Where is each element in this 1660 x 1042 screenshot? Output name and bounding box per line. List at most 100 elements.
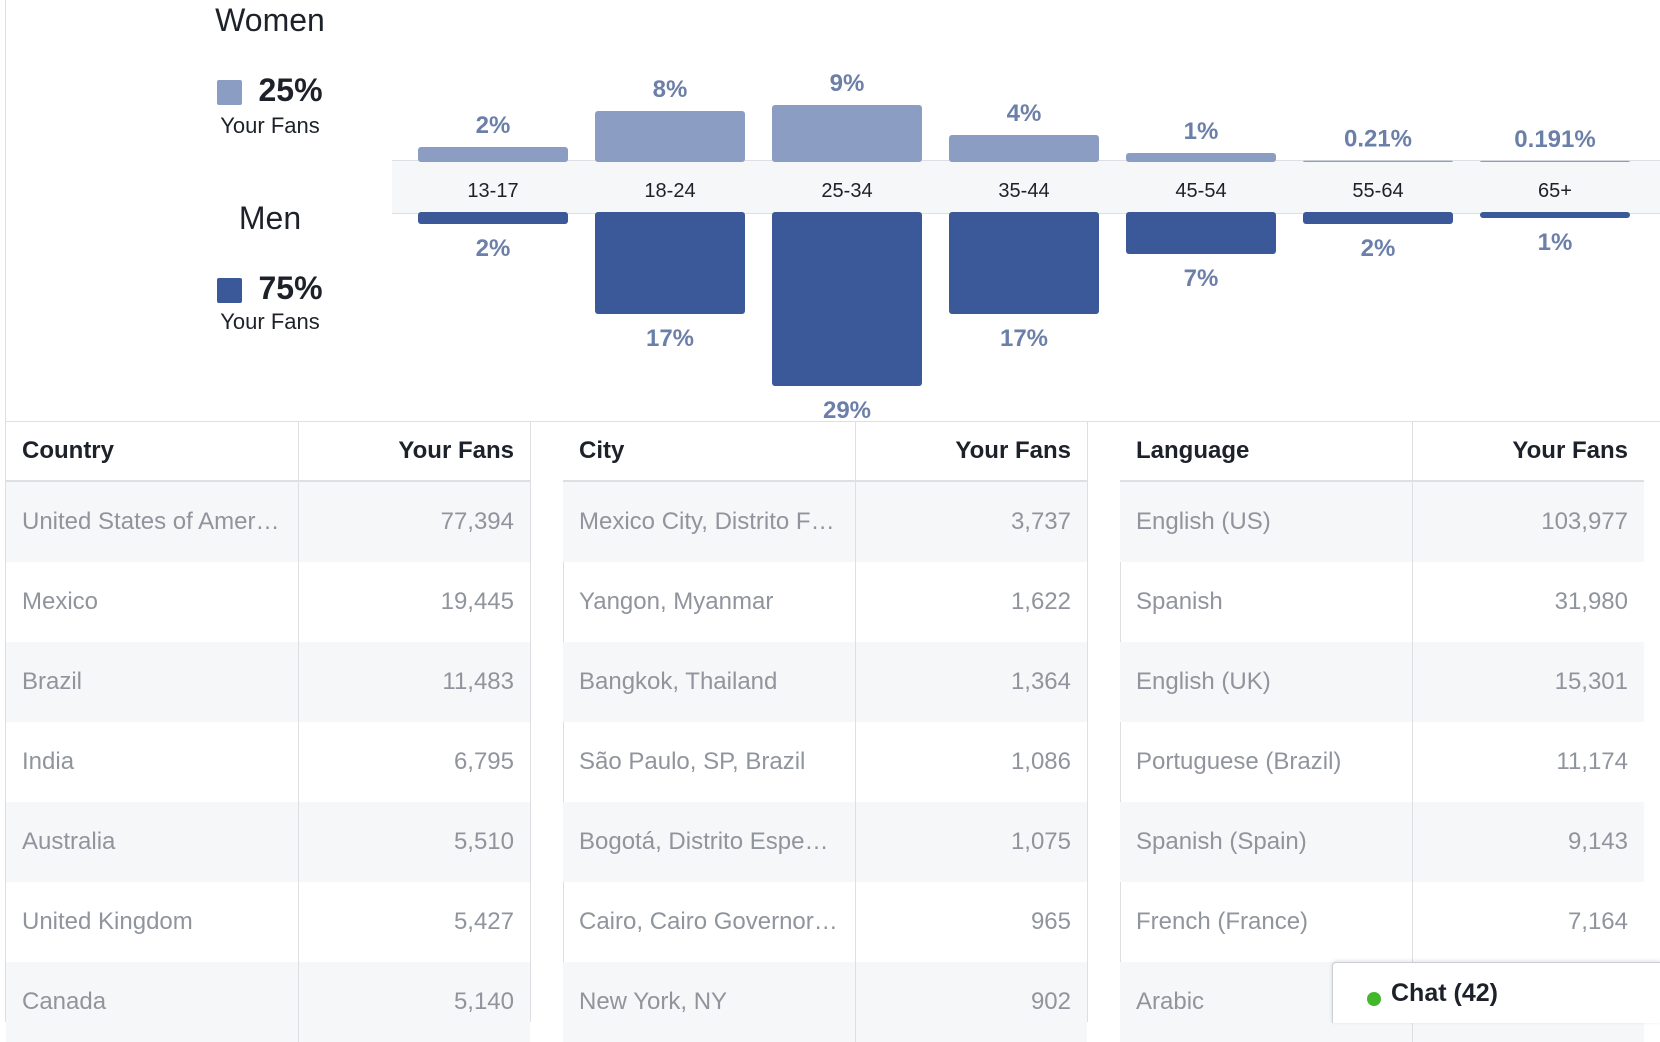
language-fans: 7,164	[1567, 908, 1628, 935]
language-name: English (US)	[1120, 481, 1414, 562]
men-bar-35-44[interactable]	[949, 212, 1099, 314]
legend-men-percent: 75%	[258, 270, 323, 306]
legend-men-title: Men	[238, 200, 302, 236]
men-value-label: 1%	[1538, 229, 1573, 256]
language-table: Language Your Fans English (US) 103,977 S…	[1120, 422, 1644, 1042]
age-range-label: 18-24	[644, 180, 695, 202]
table-gap	[1087, 422, 1121, 1022]
table-row: Spanish 31,980	[1120, 562, 1644, 642]
language-column-header[interactable]: Language	[1120, 422, 1414, 482]
language-name: French (France)	[1120, 882, 1414, 962]
table-row: São Paulo, SP, Brazil 1,086	[563, 722, 1087, 802]
language-name: Portuguese (Brazil)	[1120, 722, 1414, 802]
city-table: City Your Fans Mexico City, Distrito Fe……	[563, 422, 1087, 1042]
men-bar-18-24[interactable]	[595, 212, 745, 314]
women-value-label: 9%	[830, 70, 865, 97]
table-row: Yangon, Myanmar 1,622	[563, 562, 1087, 642]
women-bar-18-24[interactable]	[595, 111, 745, 162]
country-column-header[interactable]: Country	[6, 422, 300, 482]
legend-women-row: 25%	[140, 72, 400, 109]
language-fans: 15,301	[1412, 642, 1644, 722]
men-bar-13-17[interactable]	[418, 212, 568, 224]
women-bar-65+[interactable]	[1480, 160, 1630, 162]
women-bar-55-64[interactable]	[1303, 160, 1453, 162]
women-value-label: 4%	[1007, 100, 1042, 127]
table-row: Mexico City, Distrito Fe… 3,737	[563, 481, 1087, 562]
men-bar-25-34[interactable]	[772, 212, 922, 386]
language-fans-column-header[interactable]: Your Fans	[1412, 422, 1644, 482]
legend-women-subtitle: Your Fans	[220, 113, 320, 138]
city-column-header[interactable]: City	[563, 422, 857, 482]
country-fans-column-header[interactable]: Your Fans	[298, 422, 530, 482]
women-value-label: 8%	[653, 76, 688, 103]
city-name: New York, NY	[563, 962, 857, 1042]
age-range-label: 35-44	[998, 180, 1049, 202]
city-fans: 1,075	[855, 802, 1087, 882]
legend-women-title: Women	[215, 2, 325, 38]
language-fans: 103,977	[1412, 481, 1644, 562]
city-name: Cairo, Cairo Governora…	[563, 882, 857, 962]
table-row: Bogotá, Distrito Especi… 1,075	[563, 802, 1087, 882]
country-table: Country Your Fans United States of Ameri…	[6, 422, 530, 1042]
language-fans: 9,143	[1412, 802, 1644, 882]
country-name: Mexico	[6, 562, 300, 642]
men-bar-55-64[interactable]	[1303, 212, 1453, 224]
table-header-row: Language Your Fans	[1120, 422, 1644, 482]
table-row: India 6,795	[6, 722, 530, 802]
table-row: Australia 5,510	[6, 802, 530, 882]
table-row: Spanish (Spain) 9,143	[1120, 802, 1644, 882]
city-fans: 965	[1030, 908, 1071, 935]
men-bar-45-54[interactable]	[1126, 212, 1276, 254]
table-row: Brazil 11,483	[6, 642, 530, 722]
legend-women-percent: 25%	[258, 72, 323, 108]
women-bar-45-54[interactable]	[1126, 153, 1276, 162]
men-value-label: 17%	[646, 325, 694, 352]
country-name: United States of America	[6, 481, 300, 562]
country-name: Brazil	[6, 642, 300, 722]
legend-men-subtitle: Your Fans	[220, 309, 320, 334]
men-bar-65+[interactable]	[1480, 212, 1630, 218]
men-value-label: 17%	[1000, 325, 1048, 352]
chat-tab[interactable]: Chat (42)	[1332, 962, 1660, 1023]
city-name: Mexico City, Distrito Fe…	[563, 481, 857, 562]
women-bar-13-17[interactable]	[418, 147, 568, 162]
men-value-label: 29%	[823, 397, 871, 422]
city-name: Bogotá, Distrito Especi…	[563, 802, 857, 882]
country-fans: 19,445	[440, 588, 514, 615]
online-status-icon	[1367, 992, 1381, 1006]
city-name: São Paulo, SP, Brazil	[563, 722, 857, 802]
legend-men-swatch	[217, 278, 243, 303]
age-range-label: 45-54	[1175, 180, 1226, 202]
age-axis-band	[392, 160, 1660, 214]
table-row: Cairo, Cairo Governora… 965	[563, 882, 1087, 962]
country-fans: 11,483	[298, 642, 530, 722]
city-name: Yangon, Myanmar	[563, 562, 857, 642]
chat-label: Chat (42)	[1391, 979, 1498, 1007]
city-fans-column-header[interactable]: Your Fans	[855, 422, 1087, 482]
language-name: English (UK)	[1120, 642, 1414, 722]
age-range-label: 55-64	[1352, 180, 1403, 202]
language-name: Spanish	[1120, 562, 1414, 642]
age-range-label: 13-17	[467, 180, 518, 202]
women-value-label: 2%	[476, 112, 511, 139]
men-value-label: 7%	[1184, 265, 1219, 292]
legend-men-row: 75%	[140, 270, 400, 307]
women-value-label: 0.21%	[1344, 126, 1412, 153]
table-row: English (US) 103,977	[1120, 481, 1644, 562]
country-fans: 5,140	[298, 962, 530, 1042]
left-divider	[5, 0, 6, 1022]
table-row: Canada 5,140	[6, 962, 530, 1042]
women-bar-35-44[interactable]	[949, 135, 1099, 162]
women-bar-25-34[interactable]	[772, 105, 922, 162]
women-value-label: 0.191%	[1514, 126, 1595, 153]
country-fans: 5,427	[453, 908, 514, 935]
language-fans: 11,174	[1556, 748, 1628, 775]
city-fans: 3,737	[855, 481, 1087, 562]
country-fans: 5,510	[298, 802, 530, 882]
table-row: Bangkok, Thailand 1,364	[563, 642, 1087, 722]
men-value-label: 2%	[476, 235, 511, 262]
table-header-row: Country Your Fans	[6, 422, 530, 482]
city-name: Bangkok, Thailand	[563, 642, 857, 722]
country-name: Canada	[6, 962, 300, 1042]
